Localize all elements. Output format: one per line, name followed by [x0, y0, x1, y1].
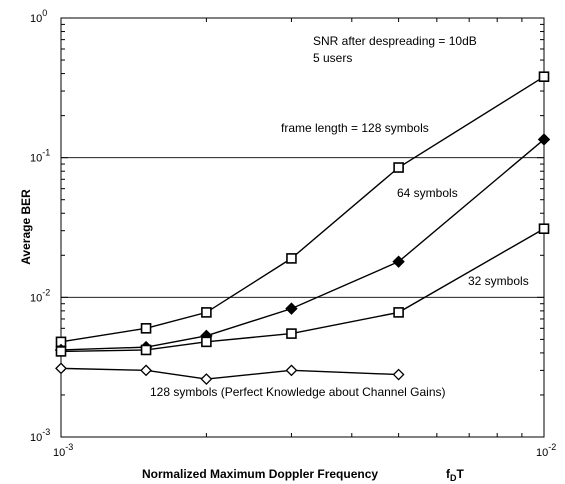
- data-point-s128-2: [201, 307, 212, 318]
- data-point-s32-3: [286, 328, 297, 339]
- data-point-s32-2: [201, 336, 212, 348]
- y-tick-label-0: 100: [30, 8, 47, 25]
- x-tick-label-1: 10-2: [536, 442, 556, 459]
- y-tick-label-1: 10-1: [30, 148, 50, 165]
- data-point-s128-3: [286, 253, 297, 264]
- series-line-s32: [60, 228, 545, 353]
- data-point-s32-1: [140, 344, 152, 356]
- data-point-s64-3: [285, 302, 298, 315]
- annotation-perfect: 128 symbols (Perfect Knowledge about Cha…: [150, 385, 446, 399]
- annotation-64: 64 symbols: [397, 186, 458, 200]
- y-axis-label: Average BER: [19, 189, 33, 265]
- x-tick-label-0: 10-3: [53, 442, 73, 459]
- series-line-s64: [60, 138, 545, 351]
- data-point-s32-0: [55, 346, 67, 357]
- data-point-perfect-0: [55, 362, 67, 375]
- data-point-s64-5: [537, 133, 551, 146]
- data-point-perfect-4: [392, 368, 405, 381]
- data-point-s128-4: [393, 162, 404, 173]
- data-point-s128-5: [538, 71, 550, 82]
- annotation-32: 32 symbols: [468, 274, 529, 288]
- annotation-snr: SNR after despreading = 10dB: [313, 34, 477, 48]
- data-point-perfect-2: [200, 373, 213, 385]
- x-axis-label: Normalized Maximum Doppler Frequency: [142, 467, 378, 481]
- data-point-s128-1: [140, 323, 152, 334]
- data-point-perfect-3: [285, 364, 298, 377]
- series-line-perfect: [60, 367, 399, 380]
- data-point-s32-4: [393, 307, 404, 318]
- data-point-perfect-1: [140, 364, 152, 377]
- series-group: [54, 71, 551, 385]
- axis-ticks: 100 10-1 10-2 10-310-3 10-2: [30, 8, 556, 459]
- series-line-s128: [60, 76, 545, 343]
- y-tick-label-3: 10-3: [30, 427, 50, 444]
- annotation-frame-128: frame length = 128 symbols: [281, 121, 429, 135]
- gridlines: [61, 157, 544, 298]
- plot-frame: [60, 17, 545, 438]
- data-point-s32-5: [538, 223, 550, 235]
- data-point-s64-4: [392, 255, 405, 268]
- x-axis-label-symbol: fDT: [446, 467, 465, 483]
- annotation-users: 5 users: [313, 51, 352, 65]
- y-tick-label-2: 10-2: [30, 287, 50, 304]
